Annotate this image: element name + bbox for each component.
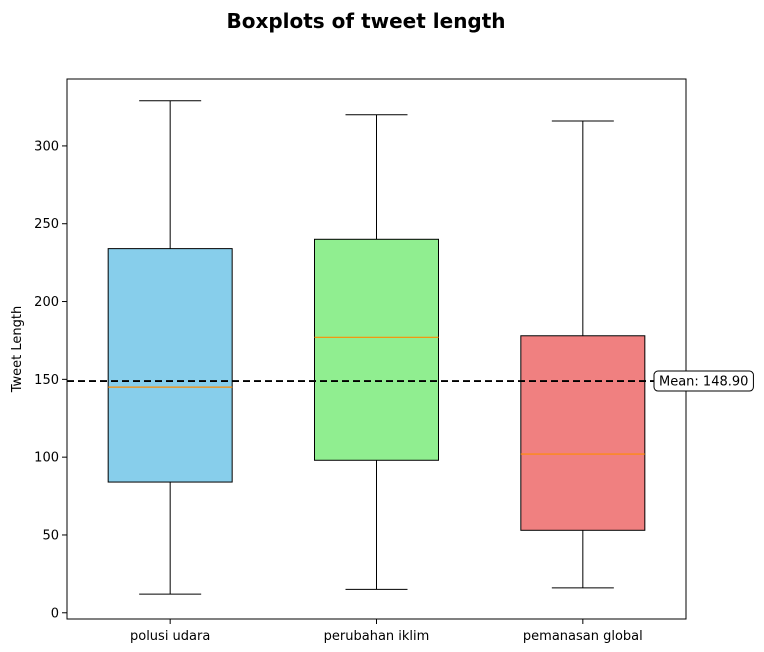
box-body xyxy=(520,335,646,531)
y-axis: 0 50 100 150 200 250 300 xyxy=(34,139,67,621)
y-tick-label: 150 xyxy=(34,373,59,388)
box-body xyxy=(314,238,439,461)
y-axis-label: Tweet Length xyxy=(10,306,25,394)
box-pemanasan-global xyxy=(520,120,646,589)
x-tick-label: polusi udara xyxy=(130,629,210,644)
y-tick-label: 100 xyxy=(34,451,59,466)
box-perubahan-iklim xyxy=(314,114,439,590)
chart-title: Boxplots of tweet length xyxy=(226,9,505,33)
mean-line-group: Mean: 148.90 xyxy=(67,370,754,392)
box-body xyxy=(107,248,233,483)
box-polusi-udara xyxy=(107,100,233,595)
y-tick-label: 50 xyxy=(42,528,59,543)
boxes-group xyxy=(107,100,646,595)
x-tick-label: perubahan iklim xyxy=(324,629,430,644)
x-axis: polusi udara perubahan iklim pemanasan glo… xyxy=(130,619,643,644)
y-tick-label: 200 xyxy=(34,295,59,310)
x-tick-label: pemanasan global xyxy=(523,629,643,644)
mean-label-box xyxy=(653,370,754,392)
y-tick-label: 250 xyxy=(34,217,59,232)
y-tick-label: 300 xyxy=(34,139,59,154)
y-tick-label: 0 xyxy=(51,606,59,621)
mean-label: Mean: 148.90 xyxy=(659,375,748,390)
